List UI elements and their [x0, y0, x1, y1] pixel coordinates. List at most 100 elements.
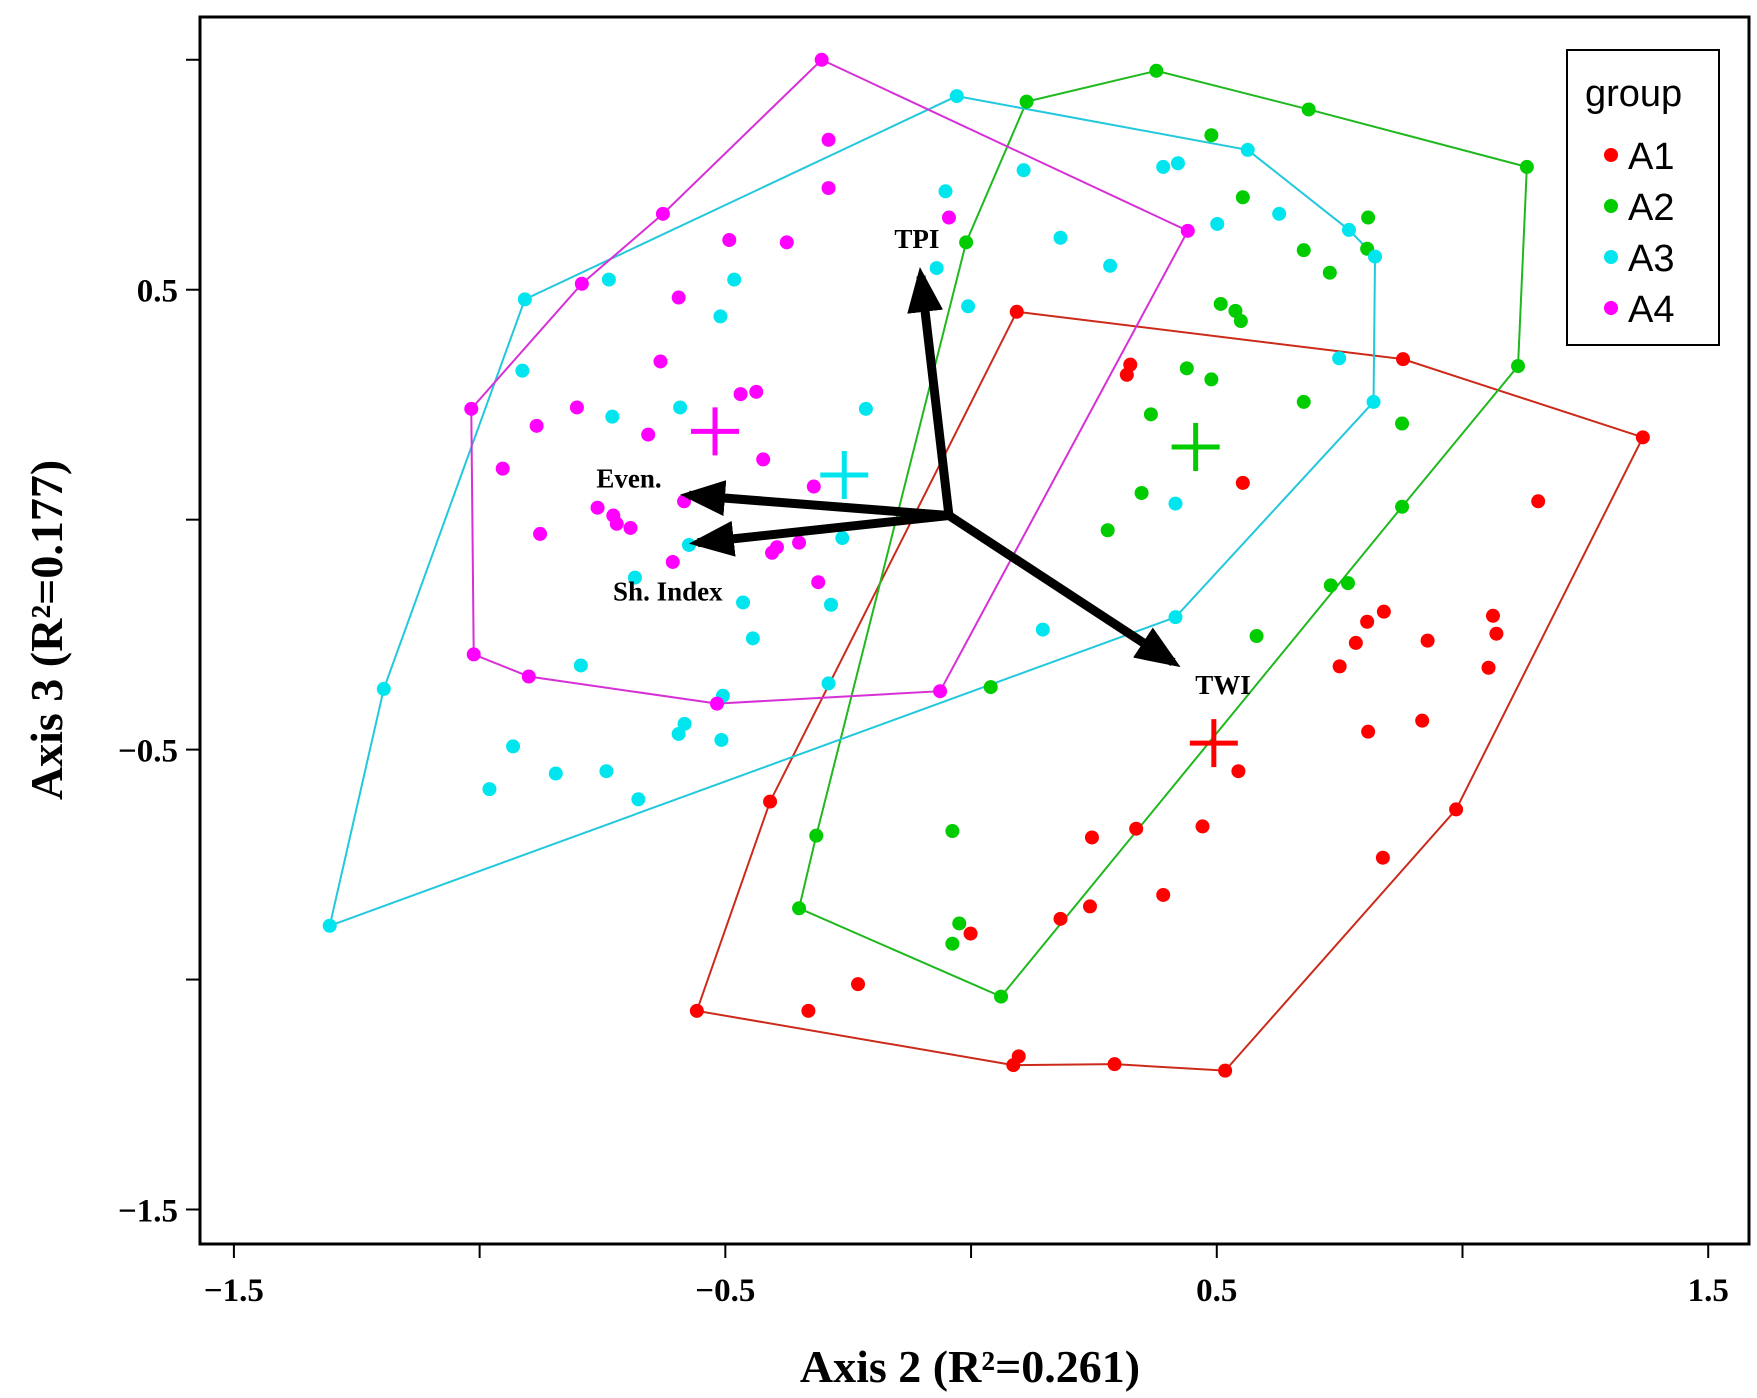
point-A2: [1100, 523, 1115, 538]
point-A3: [517, 292, 532, 307]
y-tick-label: −0.5: [118, 734, 178, 770]
legend-marker-A2: [1604, 199, 1618, 213]
point-A1: [1119, 367, 1134, 382]
point-A3: [601, 272, 616, 287]
point-A1: [1084, 830, 1099, 845]
point-A2: [959, 235, 974, 250]
y-tick-label: −1.5: [118, 1194, 178, 1230]
point-A4: [792, 535, 807, 550]
axes: −1.5 −0.5 0.5 1.5 0.5 −0.5 −1.5: [118, 58, 1729, 1309]
point-A2: [1322, 265, 1337, 280]
point-A3: [627, 570, 642, 585]
x-tick-label: 1.5: [1688, 1273, 1729, 1309]
vector-arrow-tpi: [907, 266, 954, 517]
point-A3: [835, 531, 850, 546]
vector-label: TWI: [1195, 670, 1251, 700]
point-A3: [322, 918, 337, 933]
point-A2: [994, 989, 1009, 1004]
point-A4: [495, 461, 510, 476]
y-axis-title: Axis 3 (R²=0.177): [21, 460, 72, 800]
legend-label-A3: A3: [1628, 238, 1674, 280]
point-A3: [506, 739, 521, 754]
point-A2: [983, 680, 998, 695]
legend-marker-A1: [1604, 148, 1618, 162]
point-A1: [763, 794, 778, 809]
point-A2: [1149, 63, 1164, 78]
x-tick-label: −1.5: [204, 1273, 264, 1309]
point-A4: [733, 387, 748, 402]
point-A2: [945, 936, 960, 951]
point-A3: [673, 400, 688, 415]
point-A3: [599, 764, 614, 779]
point-A1: [1360, 614, 1375, 629]
point-A2: [1233, 313, 1248, 328]
point-A1: [1107, 1057, 1122, 1072]
point-A2: [1340, 576, 1355, 591]
point-A3: [1156, 159, 1171, 174]
point-A4: [1180, 223, 1195, 238]
vector-label: Sh. Index: [613, 577, 723, 607]
point-A3: [745, 631, 760, 646]
legend-title: group: [1585, 73, 1682, 115]
point-A1: [1375, 850, 1390, 865]
point-A3: [376, 681, 391, 696]
point-A2: [1249, 629, 1264, 644]
point-A1: [1195, 819, 1210, 834]
legend-label-A1: A1: [1628, 136, 1674, 178]
point-A1: [1485, 608, 1500, 623]
point-A3: [821, 676, 836, 691]
point-A4: [756, 452, 771, 467]
point-A4: [933, 684, 948, 699]
point-A4: [466, 647, 481, 662]
point-A2: [1511, 359, 1526, 374]
point-A3: [1103, 258, 1118, 273]
point-A1: [689, 1003, 704, 1018]
point-A3: [714, 732, 729, 747]
point-A3: [713, 309, 728, 324]
point-A1: [1218, 1063, 1233, 1078]
point-A2: [1296, 243, 1311, 258]
point-A3: [1035, 622, 1050, 637]
point-A3: [548, 766, 563, 781]
point-A4: [569, 400, 584, 415]
point-A4: [806, 479, 821, 494]
centroid-A1: [1189, 719, 1238, 768]
point-A3: [1210, 216, 1225, 231]
vector-label: Even.: [596, 463, 661, 493]
vector-arrow-twi: [946, 511, 1181, 668]
point-A3: [1016, 163, 1031, 178]
point-A3: [482, 782, 497, 797]
point-A4: [821, 132, 836, 147]
point-A1: [1348, 635, 1363, 650]
plot-frame: [198, 15, 1751, 1246]
point-A4: [623, 520, 638, 535]
point-A4: [765, 545, 780, 560]
point-A1: [963, 926, 978, 941]
point-A4: [590, 500, 605, 515]
x-tick-label: 0.5: [1196, 1273, 1237, 1309]
point-A4: [521, 669, 536, 684]
point-A1: [1396, 352, 1411, 367]
point-A1: [1361, 724, 1376, 739]
legend: group A1 A2 A3 A4: [1566, 49, 1720, 346]
point-A4: [709, 696, 724, 711]
legend-box: [1566, 49, 1720, 346]
point-A2: [792, 901, 807, 916]
hull-layer: [328, 58, 1645, 1072]
point-A4: [533, 526, 548, 541]
point-A1: [1011, 1049, 1026, 1064]
point-A1: [1376, 604, 1391, 619]
legend-label-A2: A2: [1628, 187, 1674, 229]
hull-A4: [470, 58, 1190, 705]
point-A1: [1420, 633, 1435, 648]
point-A2: [1204, 128, 1219, 143]
point-A2: [1213, 296, 1228, 311]
point-A2: [1301, 102, 1316, 117]
centroid-A4: [691, 407, 740, 456]
point-A3: [1272, 206, 1287, 221]
point-A1: [1531, 494, 1546, 509]
point-A3: [961, 299, 976, 314]
point-A1: [851, 977, 866, 992]
point-A4: [529, 418, 544, 433]
point-A1: [1231, 764, 1246, 779]
